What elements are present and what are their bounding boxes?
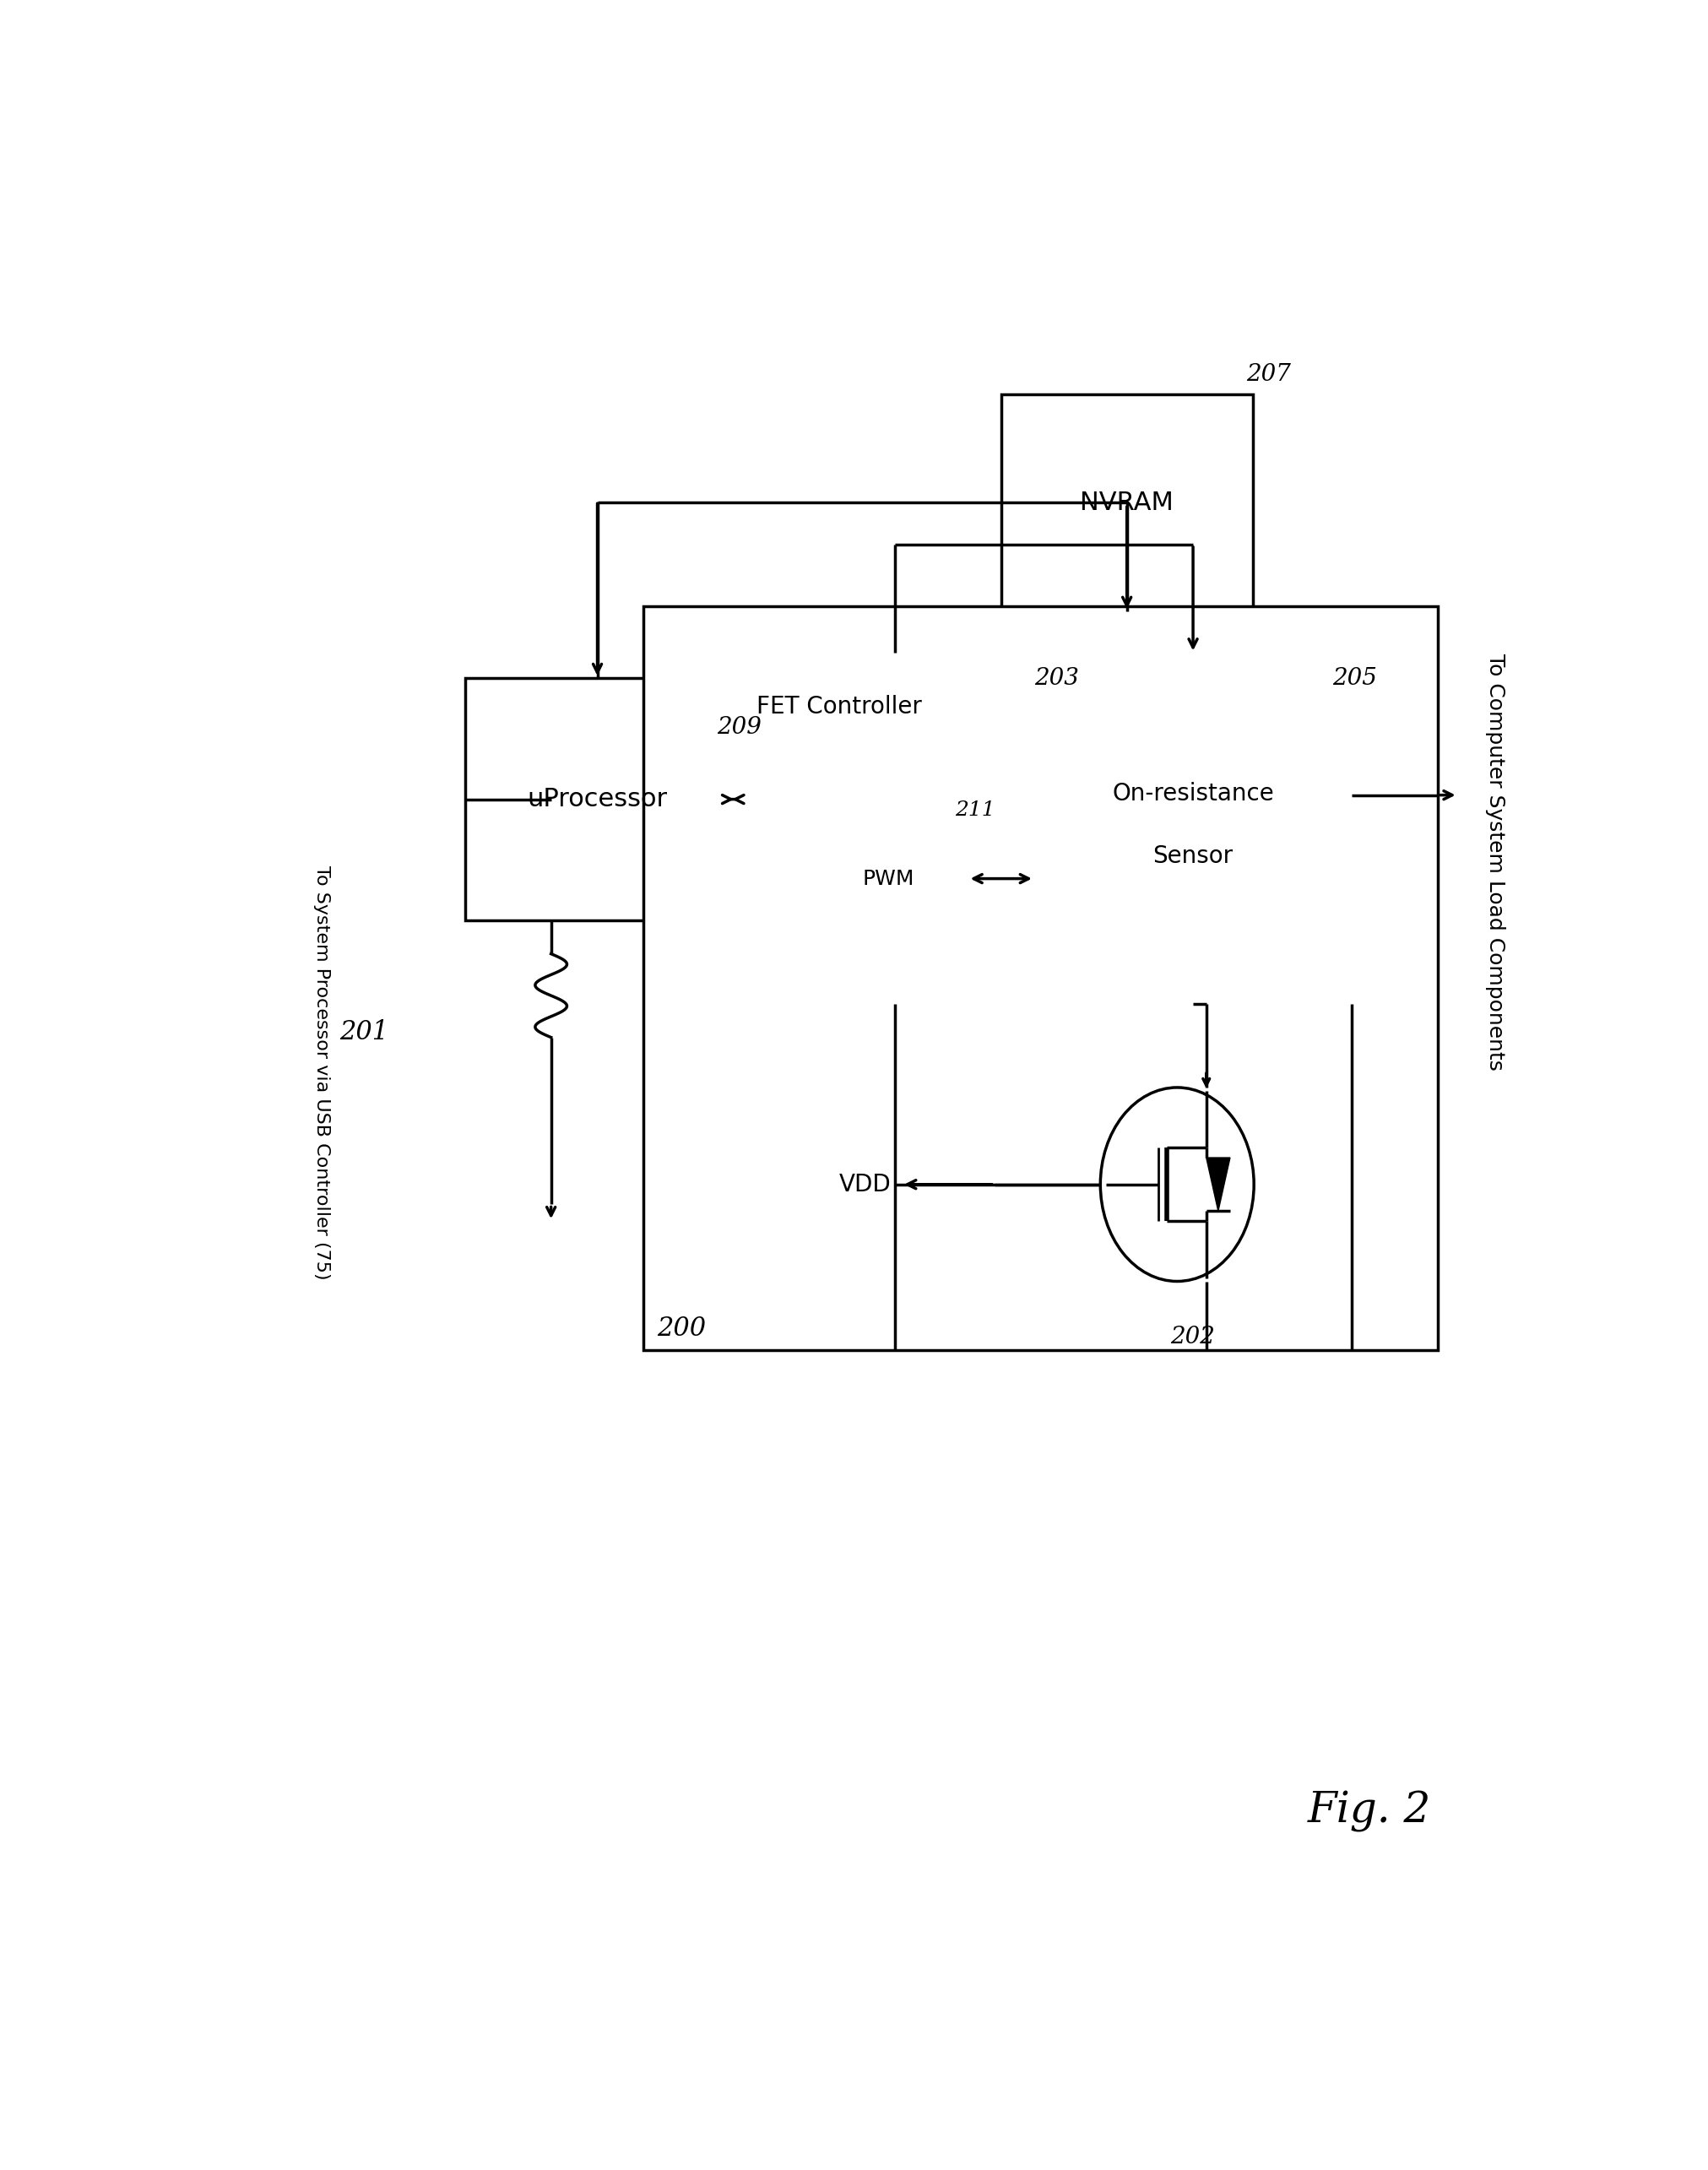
Text: FET Controller: FET Controller <box>757 694 922 718</box>
Bar <box>810 812 968 946</box>
Text: VDD: VDD <box>839 1172 892 1196</box>
Text: 201: 201 <box>340 1020 388 1046</box>
Text: 203: 203 <box>1033 666 1079 690</box>
Text: uProcessor: uProcessor <box>528 788 668 812</box>
Text: To Computer System Load Components: To Computer System Load Components <box>1484 653 1505 1070</box>
Text: Sensor: Sensor <box>1153 844 1233 868</box>
Text: 209: 209 <box>717 716 762 738</box>
Bar <box>736 653 1054 1005</box>
Text: 207: 207 <box>1245 362 1291 386</box>
Bar <box>644 605 1438 1350</box>
Text: 200: 200 <box>658 1315 705 1341</box>
Bar <box>1033 653 1353 1005</box>
Text: Fig. 2: Fig. 2 <box>1307 1790 1431 1831</box>
Bar <box>465 677 729 920</box>
Polygon shape <box>1206 1157 1230 1211</box>
Bar <box>1001 395 1252 612</box>
Text: To System Processor via USB Controller (75): To System Processor via USB Controller (… <box>314 866 330 1280</box>
Text: 211: 211 <box>955 801 996 820</box>
Text: PWM: PWM <box>863 868 914 890</box>
Text: On-resistance: On-resistance <box>1112 781 1274 805</box>
Text: 205: 205 <box>1332 666 1377 690</box>
Text: NVRAM: NVRAM <box>1079 490 1173 514</box>
Text: 202: 202 <box>1170 1326 1214 1348</box>
Circle shape <box>1100 1087 1254 1280</box>
